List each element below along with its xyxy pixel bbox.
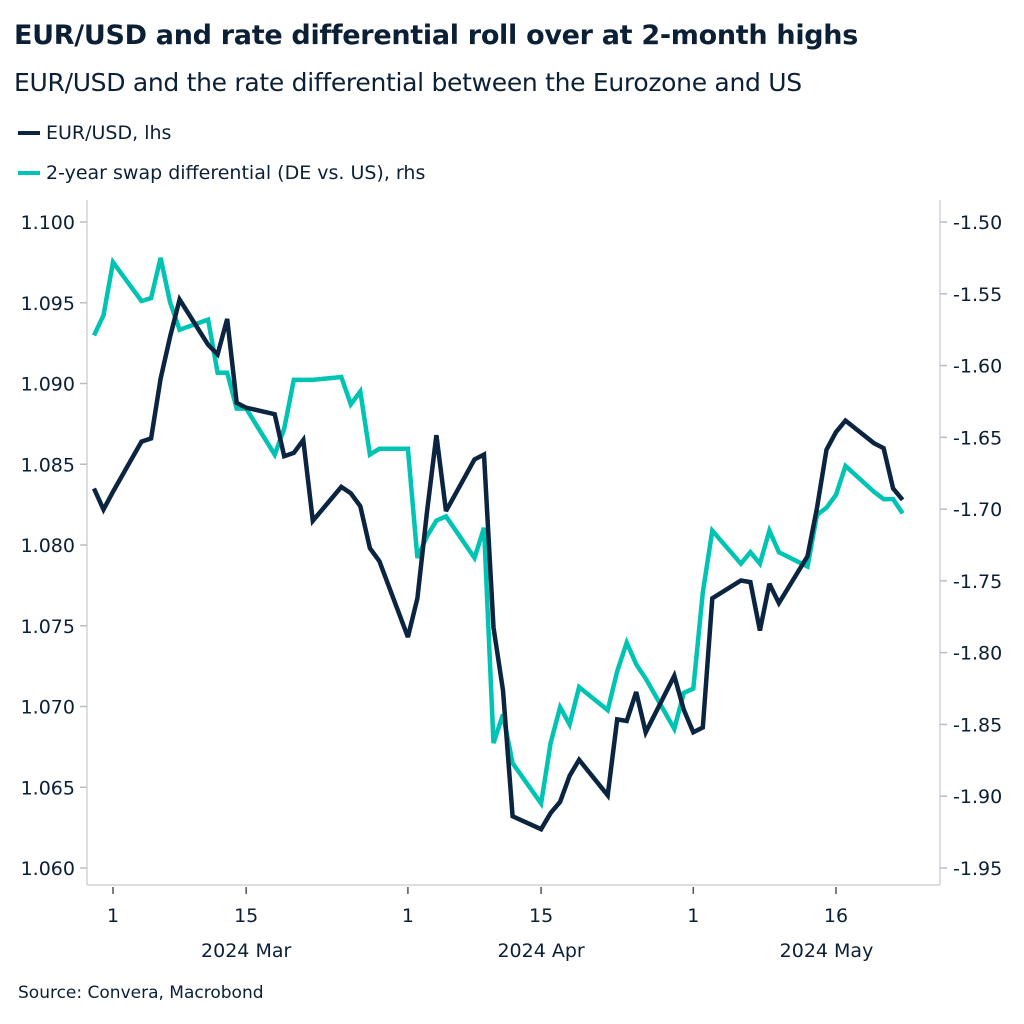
right-tick-label: -1.70 (953, 499, 1002, 521)
right-tick-label: -1.55 (953, 284, 1002, 306)
x-tick-label: 15 (529, 905, 553, 927)
right-tick-label: -1.65 (953, 427, 1002, 449)
x-tick-label: 1 (402, 905, 414, 927)
right-tick-label: -1.85 (953, 714, 1002, 736)
series-line-swap-differential (91, 256, 905, 810)
legend-swatch-swap (18, 171, 40, 175)
legend-item-swap: 2-year swap differential (DE vs. US), rh… (18, 162, 425, 184)
left-tick-label: 1.065 (21, 777, 75, 799)
right-tick-label: -1.50 (953, 212, 1002, 234)
x-group-label: 2024 May (780, 940, 874, 962)
x-tick-label: 15 (234, 905, 258, 927)
left-tick-label: 1.075 (21, 616, 75, 638)
x-tick-label: 1 (107, 905, 119, 927)
series-line-eurusd (91, 293, 905, 833)
legend-label-swap: 2-year swap differential (DE vs. US), rh… (46, 162, 426, 184)
right-tick-label: -1.80 (953, 643, 1002, 665)
left-tick-label: 1.095 (21, 293, 75, 315)
right-tick-label: -1.95 (953, 858, 1002, 880)
right-tick-label: -1.90 (953, 786, 1002, 808)
source-note: Source: Convera, Macrobond (18, 983, 264, 1003)
left-tick-label: 1.080 (21, 535, 75, 557)
legend-item-eurusd: EUR/USD, lhs (18, 122, 171, 144)
left-tick-label: 1.085 (21, 454, 75, 476)
x-group-label: 2024 Apr (497, 940, 584, 962)
legend-swatch-eurusd (18, 131, 40, 135)
x-tick-label: 16 (824, 905, 848, 927)
x-tick-label: 1 (687, 905, 699, 927)
left-tick-label: 1.060 (21, 858, 75, 880)
left-tick-label: 1.090 (21, 374, 75, 396)
chart-subtitle: EUR/USD and the rate differential betwee… (14, 68, 802, 97)
chart-title: EUR/USD and rate differential roll over … (14, 20, 858, 51)
left-tick-label: 1.070 (21, 697, 75, 719)
legend-label-eurusd: EUR/USD, lhs (46, 122, 172, 144)
right-tick-label: -1.75 (953, 571, 1002, 593)
left-tick-label: 1.100 (21, 212, 75, 234)
right-tick-label: -1.60 (953, 356, 1002, 378)
x-group-label: 2024 Mar (201, 940, 291, 962)
